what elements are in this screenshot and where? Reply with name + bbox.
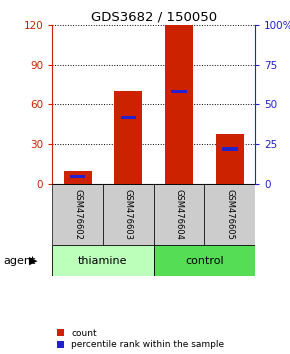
Bar	[165, 25, 193, 184]
Legend: count, percentile rank within the sample: count, percentile rank within the sample	[57, 329, 224, 349]
Bar	[121, 115, 136, 119]
Title: GDS3682 / 150050: GDS3682 / 150050	[91, 11, 217, 24]
Bar	[114, 91, 142, 184]
Text: agent: agent	[3, 256, 35, 266]
Bar	[64, 171, 92, 184]
Text: GSM476603: GSM476603	[124, 189, 133, 240]
Text: control: control	[185, 256, 224, 266]
Bar	[103, 184, 154, 245]
Bar	[154, 245, 255, 276]
Bar	[171, 90, 187, 93]
Bar	[70, 175, 85, 178]
Text: GSM476604: GSM476604	[175, 189, 184, 240]
Bar	[222, 148, 238, 151]
Text: GSM476602: GSM476602	[73, 189, 82, 240]
Text: GSM476605: GSM476605	[225, 189, 234, 240]
Bar	[216, 134, 244, 184]
Bar	[52, 184, 103, 245]
Text: ▶: ▶	[29, 256, 37, 266]
Text: thiamine: thiamine	[78, 256, 128, 266]
Bar	[154, 184, 204, 245]
Bar	[52, 245, 154, 276]
Bar	[204, 184, 255, 245]
